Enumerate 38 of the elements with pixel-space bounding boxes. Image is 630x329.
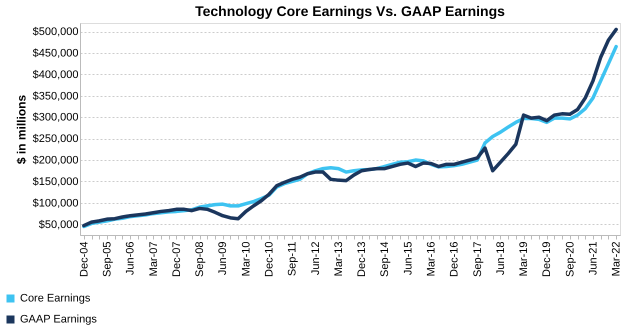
y-tick-label: $200,000 bbox=[32, 154, 78, 167]
y-tick-label: $500,000 bbox=[32, 26, 78, 38]
y-tick-label: $400,000 bbox=[32, 68, 78, 81]
x-tick-label: Jun-12 bbox=[310, 242, 322, 276]
x-tick-label: Mar-07 bbox=[148, 242, 160, 276]
x-tick-label: Sep-05 bbox=[102, 242, 114, 277]
y-tick-label: $250,000 bbox=[32, 133, 78, 146]
chart-title: Technology Core Earnings Vs. GAAP Earnings bbox=[195, 3, 506, 19]
y-axis-title: $ in millions bbox=[14, 94, 29, 164]
x-tick-label: Dec-13 bbox=[356, 242, 368, 277]
x-tick-label: Sep-20 bbox=[564, 242, 576, 277]
x-tick-label: Mar-16 bbox=[426, 242, 438, 276]
x-tick-label: Dec-04 bbox=[78, 242, 90, 277]
x-tick-label: Dec-16 bbox=[448, 242, 461, 277]
x-tick-label: Dec-10 bbox=[264, 242, 276, 277]
legend-label: GAAP Earnings bbox=[20, 314, 98, 326]
x-tick-label: Jun-18 bbox=[494, 242, 507, 276]
y-tick-label: $150,000 bbox=[32, 176, 78, 188]
x-tick-label: Sep-11 bbox=[286, 242, 299, 276]
x-tick-label: Jun-09 bbox=[217, 242, 230, 276]
x-tick-label: Mar-19 bbox=[518, 242, 530, 276]
y-tick-label: $100,000 bbox=[32, 197, 78, 210]
x-tick-label: Sep-17 bbox=[472, 242, 484, 277]
y-tick-label: $350,000 bbox=[32, 90, 78, 102]
y-tick-label: $50,000 bbox=[38, 218, 78, 231]
y-tick-label: $450,000 bbox=[32, 47, 78, 60]
x-tick-label: Mar-13 bbox=[332, 242, 345, 276]
y-tick-label: $300,000 bbox=[32, 112, 78, 124]
x-tick-label: Mar-10 bbox=[240, 242, 252, 276]
x-tick-label: Jun-06 bbox=[124, 242, 137, 276]
x-tick-label: Sep-14 bbox=[379, 242, 392, 277]
x-tick-label: Jun-21 bbox=[588, 242, 600, 276]
x-tick-label: Sep-08 bbox=[194, 242, 206, 277]
legend-label: Core Earnings bbox=[20, 292, 91, 304]
x-tick-label: Mar-22 bbox=[610, 242, 623, 276]
x-tick-label: Dec-19 bbox=[541, 242, 554, 277]
x-tick-label: Jun-15 bbox=[402, 242, 414, 276]
x-tick-label: Dec-07 bbox=[170, 242, 183, 277]
